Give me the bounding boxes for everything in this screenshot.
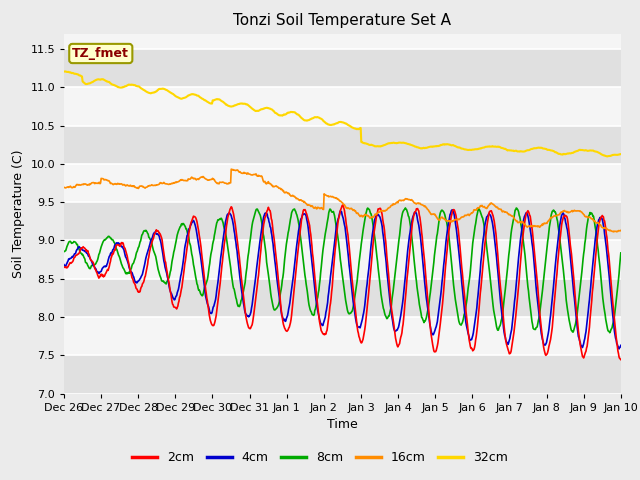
2cm: [589, 277, 597, 283]
Bar: [64, 125, 621, 164]
16cm: [163, 181, 171, 187]
2cm: [339, 202, 346, 208]
2cm: [163, 270, 171, 276]
4cm: [87, 257, 95, 263]
4cm: [388, 315, 396, 321]
Bar: [64, 202, 621, 240]
Text: TZ_fmet: TZ_fmet: [72, 47, 129, 60]
32cm: [388, 140, 396, 146]
2cm: [60, 264, 68, 270]
2cm: [291, 277, 299, 283]
Bar: [64, 87, 621, 125]
Bar: [64, 49, 621, 87]
Bar: [64, 240, 621, 279]
16cm: [292, 195, 300, 201]
Line: 8cm: 8cm: [64, 208, 621, 333]
Bar: [64, 355, 621, 394]
8cm: [606, 330, 614, 336]
32cm: [60, 69, 68, 74]
8cm: [401, 205, 409, 211]
32cm: [604, 154, 611, 159]
2cm: [87, 257, 95, 263]
32cm: [589, 148, 597, 154]
16cm: [613, 229, 621, 235]
4cm: [598, 216, 606, 222]
4cm: [291, 258, 299, 264]
16cm: [598, 225, 606, 230]
Bar: [64, 164, 621, 202]
2cm: [617, 357, 625, 362]
4cm: [60, 262, 68, 267]
16cm: [87, 181, 95, 187]
8cm: [60, 249, 68, 254]
4cm: [449, 207, 456, 213]
16cm: [388, 203, 396, 208]
8cm: [598, 290, 606, 296]
Legend: 2cm, 4cm, 8cm, 16cm, 32cm: 2cm, 4cm, 8cm, 16cm, 32cm: [127, 446, 513, 469]
Y-axis label: Soil Temperature (C): Soil Temperature (C): [12, 149, 25, 278]
16cm: [60, 184, 68, 190]
Line: 4cm: 4cm: [64, 210, 621, 349]
32cm: [617, 151, 625, 157]
32cm: [598, 152, 606, 157]
32cm: [164, 88, 172, 94]
8cm: [589, 214, 597, 219]
4cm: [615, 346, 623, 352]
32cm: [88, 80, 95, 85]
Line: 2cm: 2cm: [64, 205, 621, 360]
Line: 32cm: 32cm: [64, 72, 621, 156]
Line: 16cm: 16cm: [64, 169, 621, 232]
Bar: [64, 279, 621, 317]
X-axis label: Time: Time: [327, 418, 358, 431]
8cm: [163, 278, 171, 284]
4cm: [589, 252, 597, 258]
2cm: [598, 213, 606, 218]
32cm: [62, 69, 70, 74]
2cm: [388, 313, 396, 319]
16cm: [617, 228, 625, 233]
4cm: [617, 343, 625, 348]
4cm: [163, 274, 171, 280]
8cm: [291, 208, 299, 214]
8cm: [617, 250, 625, 256]
Title: Tonzi Soil Temperature Set A: Tonzi Soil Temperature Set A: [234, 13, 451, 28]
8cm: [388, 296, 396, 301]
16cm: [589, 218, 597, 224]
Bar: [64, 317, 621, 355]
32cm: [292, 110, 300, 116]
8cm: [87, 265, 95, 271]
16cm: [227, 166, 235, 172]
